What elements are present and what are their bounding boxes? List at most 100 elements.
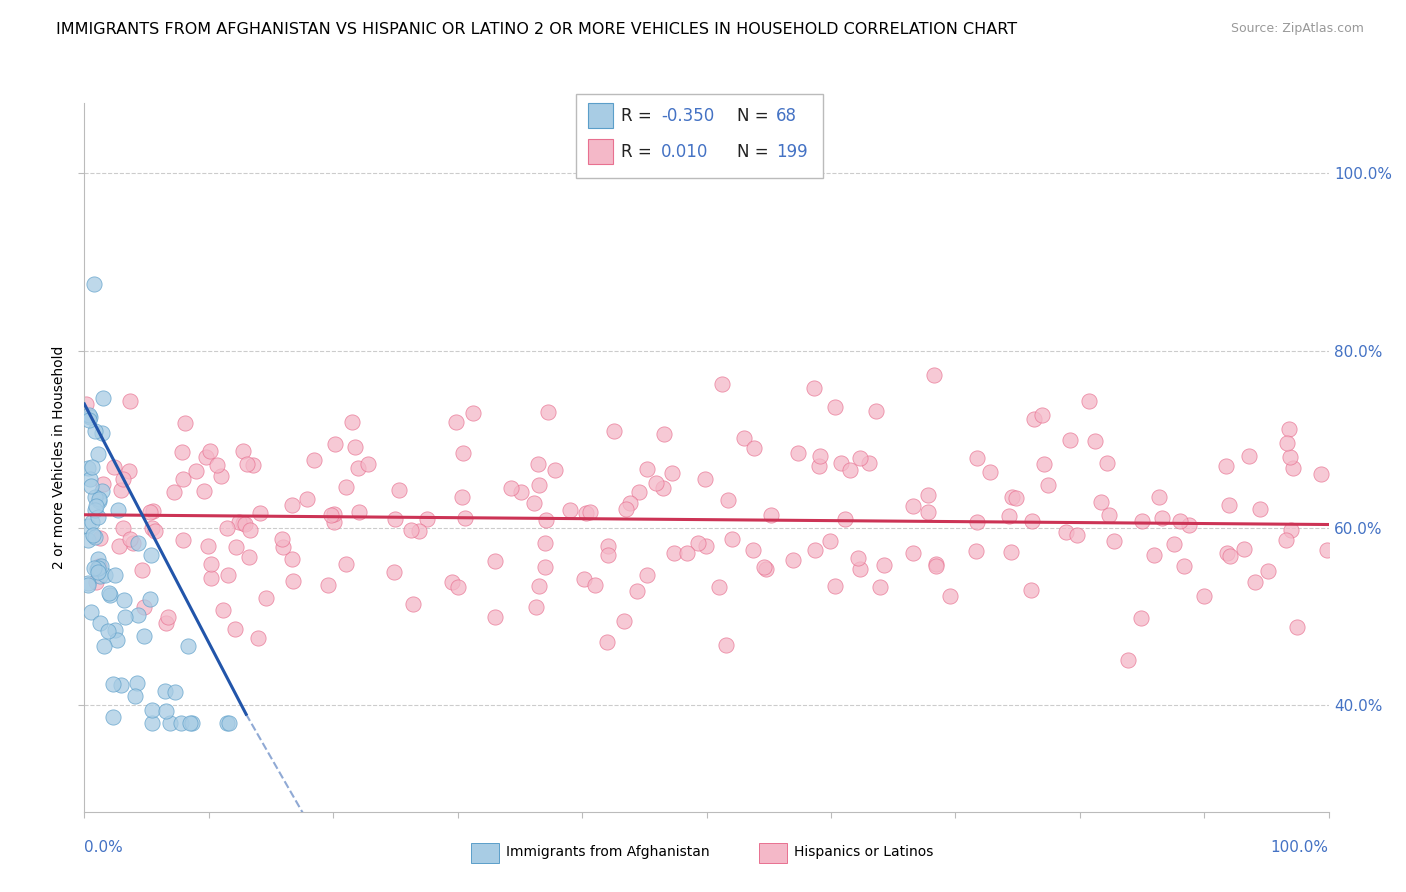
Point <box>283 574 305 588</box>
Point <box>1054 524 1077 539</box>
Point <box>1022 411 1045 425</box>
Point <box>1249 502 1271 516</box>
Point <box>1038 477 1060 491</box>
Point <box>193 484 215 499</box>
Point <box>446 580 468 594</box>
Point <box>742 441 765 455</box>
Point <box>523 496 546 510</box>
Point <box>89 493 111 508</box>
Point <box>803 543 825 558</box>
Point <box>1173 559 1195 574</box>
Point <box>156 609 179 624</box>
Point <box>302 452 325 467</box>
Point <box>858 457 880 471</box>
Point <box>824 400 846 414</box>
Point <box>124 689 146 703</box>
Point <box>200 557 222 571</box>
Point <box>1143 548 1166 562</box>
Point <box>141 521 163 535</box>
Point <box>141 704 163 718</box>
Point <box>232 444 254 458</box>
Point <box>80 479 103 493</box>
Point <box>118 533 141 547</box>
Point <box>676 546 699 560</box>
Point <box>526 457 548 471</box>
Point <box>184 465 207 479</box>
Point <box>89 532 111 546</box>
Point <box>242 458 264 473</box>
Point <box>652 481 675 495</box>
Point <box>924 558 946 572</box>
Point <box>1281 460 1303 475</box>
Point <box>695 539 717 553</box>
Point <box>1316 543 1339 558</box>
Point <box>742 543 765 558</box>
Point <box>80 606 103 620</box>
Point <box>86 562 108 576</box>
Point <box>77 575 100 590</box>
Text: R =: R = <box>621 143 658 161</box>
Point <box>636 568 658 582</box>
Point <box>281 499 304 513</box>
Point <box>122 536 145 550</box>
Point <box>172 472 194 486</box>
Point <box>84 424 107 438</box>
Point <box>321 508 343 523</box>
Point <box>127 535 149 549</box>
Point <box>901 499 924 513</box>
Point <box>173 533 195 547</box>
Text: Hispanics or Latinos: Hispanics or Latinos <box>794 845 934 859</box>
Point <box>335 480 357 494</box>
Point <box>84 574 107 589</box>
Point <box>848 562 870 576</box>
Point <box>97 624 120 639</box>
Point <box>87 509 110 524</box>
Point <box>82 528 104 542</box>
Point <box>382 566 405 580</box>
Point <box>998 508 1021 523</box>
Point <box>90 425 112 440</box>
Point <box>711 376 734 391</box>
Point <box>865 404 887 418</box>
Point <box>87 566 110 580</box>
Text: IMMIGRANTS FROM AFGHANISTAN VS HISPANIC OR LATINO 2 OR MORE VEHICLES IN HOUSEHOL: IMMIGRANTS FROM AFGHANISTAN VS HISPANIC … <box>56 22 1018 37</box>
Point <box>235 458 257 472</box>
Point <box>155 684 177 698</box>
Point <box>1147 491 1170 505</box>
Point <box>75 397 97 411</box>
Point <box>596 539 619 553</box>
Point <box>281 551 304 566</box>
Point <box>200 571 222 585</box>
Point <box>645 475 668 490</box>
Point <box>499 481 522 495</box>
Point <box>89 569 111 583</box>
Point <box>197 539 219 553</box>
Point <box>484 609 506 624</box>
Point <box>79 471 101 485</box>
Point <box>873 558 896 572</box>
Point <box>510 485 533 500</box>
Point <box>598 548 620 562</box>
Point <box>142 504 165 518</box>
Point <box>107 503 129 517</box>
Point <box>1090 494 1112 508</box>
Point <box>869 580 891 594</box>
Point <box>246 631 269 645</box>
Point <box>209 469 232 483</box>
Point <box>1000 544 1022 558</box>
Point <box>87 491 110 506</box>
Point <box>596 634 619 648</box>
Text: 0.010: 0.010 <box>661 143 709 161</box>
Point <box>1310 467 1333 482</box>
Point <box>91 476 114 491</box>
Point <box>104 567 127 582</box>
Point <box>537 405 560 419</box>
Point <box>1218 498 1240 512</box>
Point <box>159 716 181 731</box>
Point <box>1032 458 1054 472</box>
Point <box>939 589 962 603</box>
Point <box>759 508 782 522</box>
Point <box>217 568 239 582</box>
Point <box>217 521 239 535</box>
Point <box>87 561 110 575</box>
